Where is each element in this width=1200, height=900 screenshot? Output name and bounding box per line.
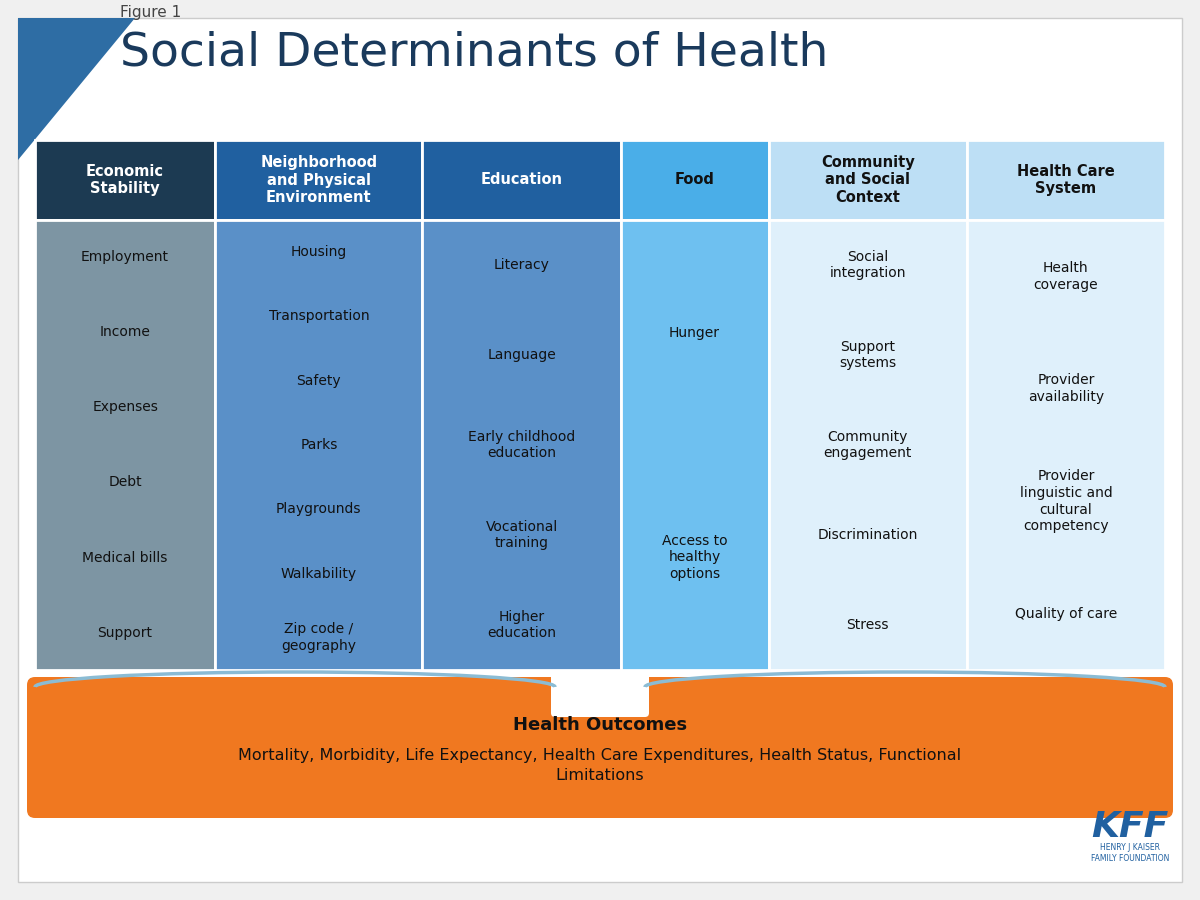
Text: Health
coverage: Health coverage [1033,261,1098,292]
FancyBboxPatch shape [215,140,422,220]
Text: Quality of care: Quality of care [1015,607,1117,621]
Text: Economic
Stability: Economic Stability [86,164,164,196]
Text: Transportation: Transportation [269,310,370,323]
Text: Access to
healthy
options: Access to healthy options [662,534,727,581]
Text: Neighborhood
and Physical
Environment: Neighborhood and Physical Environment [260,155,378,205]
Polygon shape [18,18,134,160]
Text: Expenses: Expenses [92,400,158,415]
Text: Early childhood
education: Early childhood education [468,429,575,461]
Text: Zip code /
geography: Zip code / geography [281,623,356,653]
FancyBboxPatch shape [18,18,1182,882]
Text: Social
integration: Social integration [829,249,906,281]
FancyBboxPatch shape [422,140,620,220]
Text: Medical bills: Medical bills [83,551,168,564]
FancyBboxPatch shape [551,671,649,717]
FancyBboxPatch shape [967,140,1165,220]
Text: Employment: Employment [82,250,169,265]
Text: Safety: Safety [296,374,341,388]
Text: Provider
linguistic and
cultural
competency: Provider linguistic and cultural compete… [1020,469,1112,534]
Text: Figure 1: Figure 1 [120,5,181,20]
Text: Education: Education [481,173,563,187]
Text: Support
systems: Support systems [839,339,896,371]
Text: Higher
education: Higher education [487,609,556,641]
FancyBboxPatch shape [620,220,768,670]
Text: Debt: Debt [108,475,142,490]
Text: Walkability: Walkability [281,567,356,580]
Text: KFF: KFF [1091,810,1169,844]
FancyBboxPatch shape [215,220,422,670]
FancyBboxPatch shape [35,140,215,220]
Text: Parks: Parks [300,438,337,452]
Text: Discrimination: Discrimination [817,528,918,542]
FancyBboxPatch shape [35,220,215,670]
Text: Housing: Housing [290,245,347,259]
Text: Community
and Social
Context: Community and Social Context [821,155,914,205]
Text: Language: Language [487,348,556,362]
Text: Health Care
System: Health Care System [1018,164,1115,196]
Text: Income: Income [100,326,150,339]
Text: Mortality, Morbidity, Life Expectancy, Health Care Expenditures, Health Status, : Mortality, Morbidity, Life Expectancy, H… [239,748,961,783]
FancyBboxPatch shape [768,220,967,670]
Text: Support: Support [97,626,152,640]
Text: Provider
availability: Provider availability [1028,374,1104,404]
Text: Health Outcomes: Health Outcomes [512,716,688,734]
FancyBboxPatch shape [967,220,1165,670]
Text: Community
engagement: Community engagement [823,429,912,461]
FancyBboxPatch shape [28,677,1174,818]
FancyBboxPatch shape [422,220,620,670]
FancyBboxPatch shape [768,140,967,220]
Text: Playgrounds: Playgrounds [276,502,361,517]
Text: Stress: Stress [846,618,889,632]
Text: Hunger: Hunger [670,326,720,339]
Text: HENRY J KAISER
FAMILY FOUNDATION: HENRY J KAISER FAMILY FOUNDATION [1091,843,1169,863]
Text: Food: Food [674,173,714,187]
Text: Vocational
training: Vocational training [486,519,558,551]
Text: Social Determinants of Health: Social Determinants of Health [120,30,828,75]
FancyBboxPatch shape [620,140,768,220]
Text: Literacy: Literacy [493,258,550,272]
